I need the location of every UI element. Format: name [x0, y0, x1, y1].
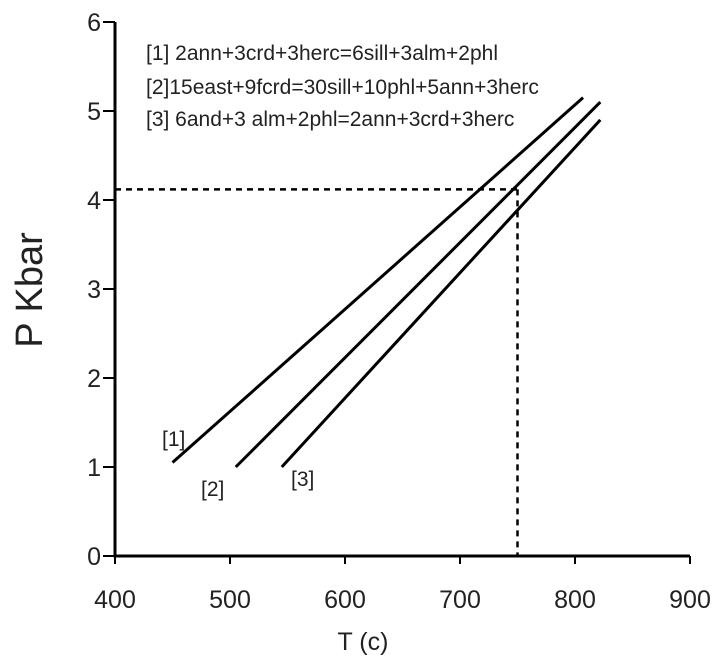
series-lines — [171, 96, 602, 469]
x-tick-label-800: 800 — [554, 586, 596, 614]
y-tick-label-6: 6 — [87, 9, 101, 37]
legend-entry-3: [3] 6and+3 alm+2phl=2ann+3crd+3herc — [146, 108, 514, 131]
y-tick-label-3: 3 — [87, 276, 101, 304]
series-line-2 — [234, 101, 602, 469]
y-tick-label-1: 1 — [87, 454, 101, 482]
series-labels: [1] [2] [3] — [162, 428, 314, 501]
series-label-2: [2] — [201, 478, 224, 501]
series-line-1 — [171, 96, 585, 464]
tick-labels: 400 500 600 700 800 900 0 1 2 3 4 5 6 — [87, 9, 711, 614]
y-tick-label-0: 0 — [87, 543, 101, 571]
legend-entry-2: [2]15east+9fcrd=30sill+10phl+5ann+3herc — [146, 76, 539, 99]
legend-entry-1: [1] 2ann+3crd+3herc=6sill+3alm+2phl — [146, 42, 498, 65]
ticks — [103, 21, 691, 564]
y-axis-title: P Kbar — [9, 232, 51, 348]
x-axis-title: T (c) — [338, 628, 389, 656]
y-tick-label-2: 2 — [87, 365, 101, 393]
series-label-1: [1] — [162, 428, 185, 451]
x-tick-label-900: 900 — [669, 586, 711, 614]
x-tick-label-700: 700 — [439, 586, 481, 614]
y-tick-label-4: 4 — [87, 187, 101, 215]
axes — [113, 22, 690, 558]
series-label-3: [3] — [291, 468, 314, 491]
x-tick-label-400: 400 — [94, 586, 136, 614]
reference-lines — [115, 188, 519, 556]
x-tick-label-600: 600 — [324, 586, 366, 614]
x-tick-label-500: 500 — [209, 586, 251, 614]
legend: [1] 2ann+3crd+3herc=6sill+3alm+2phl [2]1… — [146, 42, 539, 131]
y-tick-label-5: 5 — [87, 98, 101, 126]
series-line-3 — [280, 118, 602, 469]
